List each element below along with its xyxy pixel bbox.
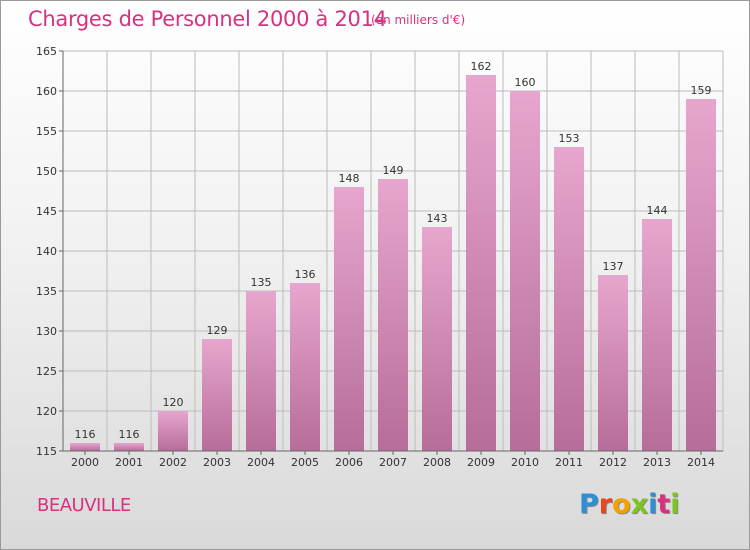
bar-2004	[246, 291, 276, 451]
y-tick-label: 130	[36, 325, 57, 338]
x-tick-label-2008: 2008	[423, 456, 451, 469]
y-tick-label: 115	[36, 445, 57, 458]
y-tick-label: 155	[36, 125, 57, 138]
bar-2006	[334, 187, 364, 451]
data-label-2011: 153	[559, 132, 580, 145]
bar-2012	[598, 275, 628, 451]
data-label-2009: 162	[471, 60, 492, 73]
data-label-2000: 116	[75, 428, 96, 441]
x-tick-label-2009: 2009	[467, 456, 495, 469]
y-tick-label: 140	[36, 245, 57, 258]
x-tick-label-2013: 2013	[643, 456, 671, 469]
logo-letter: o	[612, 489, 631, 520]
bar-2005	[290, 283, 320, 451]
bar-2001	[114, 443, 144, 451]
data-label-2007: 149	[383, 164, 404, 177]
x-tick-label-2001: 2001	[115, 456, 143, 469]
data-label-2006: 148	[339, 172, 360, 185]
data-label-2013: 144	[647, 204, 668, 217]
labels: 115 120 125 130 135 140 145 150 155 160 165 116 2000…	[36, 45, 715, 469]
logo-letter: t	[657, 489, 671, 520]
chart-subtitle: (en milliers d'€)	[371, 13, 466, 27]
data-label-2003: 129	[207, 324, 228, 337]
logo-letter: i	[670, 489, 680, 520]
chart-title: Charges de Personnel 2000 à 2014	[28, 7, 387, 31]
y-tick-label: 150	[36, 165, 57, 178]
y-tick-label: 120	[36, 405, 57, 418]
bar-2009	[466, 75, 496, 451]
bar-2013	[642, 219, 672, 451]
y-tick-label: 125	[36, 365, 57, 378]
data-label-2008: 143	[427, 212, 448, 225]
x-tick-label-2010: 2010	[511, 456, 539, 469]
y-tick-label: 135	[36, 285, 57, 298]
data-label-2014: 159	[691, 84, 712, 97]
y-tick-label: 160	[36, 85, 57, 98]
bar-2011	[554, 147, 584, 451]
bar-2002	[158, 411, 188, 451]
x-tick-label-2004: 2004	[247, 456, 275, 469]
data-label-2010: 160	[515, 76, 536, 89]
x-tick-label-2014: 2014	[687, 456, 715, 469]
commune-name: BEAUVILLE	[37, 495, 131, 516]
logo-letter: i	[648, 489, 658, 520]
data-label-2001: 116	[119, 428, 140, 441]
bar-2007	[378, 179, 408, 451]
bar-2010	[510, 91, 540, 451]
proxiti-logo[interactable]: Proxiti	[579, 489, 680, 520]
y-tick-label: 145	[36, 205, 57, 218]
x-tick-label-2006: 2006	[335, 456, 363, 469]
x-tick-label-2007: 2007	[379, 456, 407, 469]
y-tick-label: 165	[36, 45, 57, 58]
logo-letter: x	[630, 489, 649, 520]
x-tick-label-2012: 2012	[599, 456, 627, 469]
data-label-2012: 137	[603, 260, 624, 273]
logo-letter: r	[598, 489, 613, 520]
bar-2003	[202, 339, 232, 451]
x-tick-label-2002: 2002	[159, 456, 187, 469]
bar-2008	[422, 227, 452, 451]
bar-2000	[70, 443, 100, 451]
logo-letter: P	[579, 489, 599, 520]
x-tick-label-2003: 2003	[203, 456, 231, 469]
data-label-2005: 136	[295, 268, 316, 281]
bars	[70, 75, 716, 451]
x-tick-label-2005: 2005	[291, 456, 319, 469]
x-tick-label-2011: 2011	[555, 456, 583, 469]
axes	[59, 50, 723, 455]
bar-2014	[686, 99, 716, 451]
data-label-2004: 135	[251, 276, 272, 289]
data-label-2002: 120	[163, 396, 184, 409]
x-tick-label-2000: 2000	[71, 456, 99, 469]
